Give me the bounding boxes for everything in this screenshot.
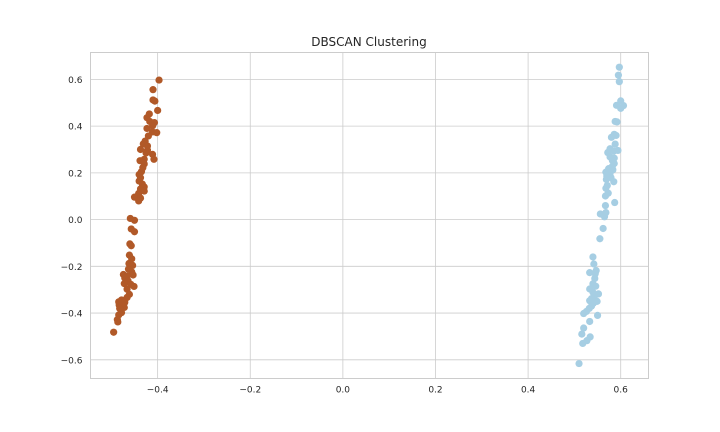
cluster-1-point <box>575 359 583 368</box>
y-tick-label: −0.6 <box>61 356 83 366</box>
cluster-0-point <box>120 280 128 288</box>
x-tick-label: 0.0 <box>336 386 351 396</box>
cluster-0-point <box>136 145 145 154</box>
x-tick-label: 0.4 <box>521 386 536 396</box>
cluster-1-point <box>592 282 600 290</box>
cluster-0-point <box>130 216 139 224</box>
cluster-0-point <box>140 187 148 195</box>
cluster-0-point <box>154 106 162 115</box>
cluster-0-point <box>148 122 157 130</box>
cluster-0-point <box>150 155 158 163</box>
cluster-1-point <box>586 317 594 326</box>
cluster-0-point <box>153 129 161 137</box>
cluster-0-point <box>135 197 143 205</box>
y-tick-label: 0.4 <box>68 123 83 133</box>
cluster-1-point <box>602 175 610 183</box>
cluster-1-point <box>617 104 625 112</box>
cluster-1-point <box>593 311 602 320</box>
cluster-1-point <box>607 133 616 141</box>
data-points <box>110 63 628 368</box>
x-axis-ticks: −0.4 −0.2 0.0 0.2 0.4 0.6 <box>147 386 628 396</box>
cluster-1-point <box>615 78 623 86</box>
plot-area <box>90 52 649 379</box>
y-tick-label: 0.0 <box>68 216 83 226</box>
cluster-1-point <box>580 324 588 332</box>
cluster-1-point <box>600 213 609 221</box>
y-axis-ticks: −0.6 −0.4 −0.2 0.0 0.2 0.4 0.6 <box>61 76 83 366</box>
cluster-0-point <box>129 271 137 279</box>
cluster-1-point <box>615 63 623 71</box>
cluster-0-point <box>144 132 152 140</box>
x-tick-label: 0.6 <box>614 386 629 396</box>
chart-title: DBSCAN Clustering <box>311 35 426 49</box>
cluster-0-point <box>151 97 159 105</box>
y-tick-label: −0.2 <box>61 263 83 273</box>
cluster-1-point <box>614 71 623 79</box>
x-tick-label: 0.2 <box>428 386 442 396</box>
cluster-1-point <box>579 339 587 348</box>
cluster-1-point <box>613 118 621 126</box>
y-tick-label: 0.6 <box>68 76 83 86</box>
cluster-1-point <box>601 192 610 200</box>
cluster-1-point <box>578 330 586 338</box>
cluster-0-point <box>110 328 118 336</box>
cluster-1-point <box>580 309 588 318</box>
cluster-1-point <box>610 147 618 155</box>
cluster-1-point <box>589 253 597 261</box>
cluster-1-point <box>601 201 610 210</box>
cluster-0-point <box>149 86 157 94</box>
cluster-1-point <box>610 178 618 186</box>
cluster-0-point <box>127 242 135 250</box>
x-tick-label: −0.4 <box>147 386 169 396</box>
cluster-1-point <box>586 269 594 277</box>
cluster-0-point <box>130 282 138 291</box>
cluster-1-point <box>590 260 598 268</box>
cluster-1-point <box>611 198 619 207</box>
y-tick-label: −0.4 <box>61 310 83 320</box>
cluster-1-point <box>611 140 619 148</box>
cluster-0-point <box>130 228 139 236</box>
cluster-1-point <box>596 235 604 243</box>
y-tick-label: 0.2 <box>68 169 82 179</box>
cluster-0-point <box>143 124 151 133</box>
cluster-0-point <box>155 76 163 84</box>
cluster-1-point <box>599 224 607 233</box>
cluster-0-point <box>114 318 122 326</box>
x-tick-label: −0.2 <box>239 386 261 396</box>
cluster-0-point <box>142 149 150 157</box>
